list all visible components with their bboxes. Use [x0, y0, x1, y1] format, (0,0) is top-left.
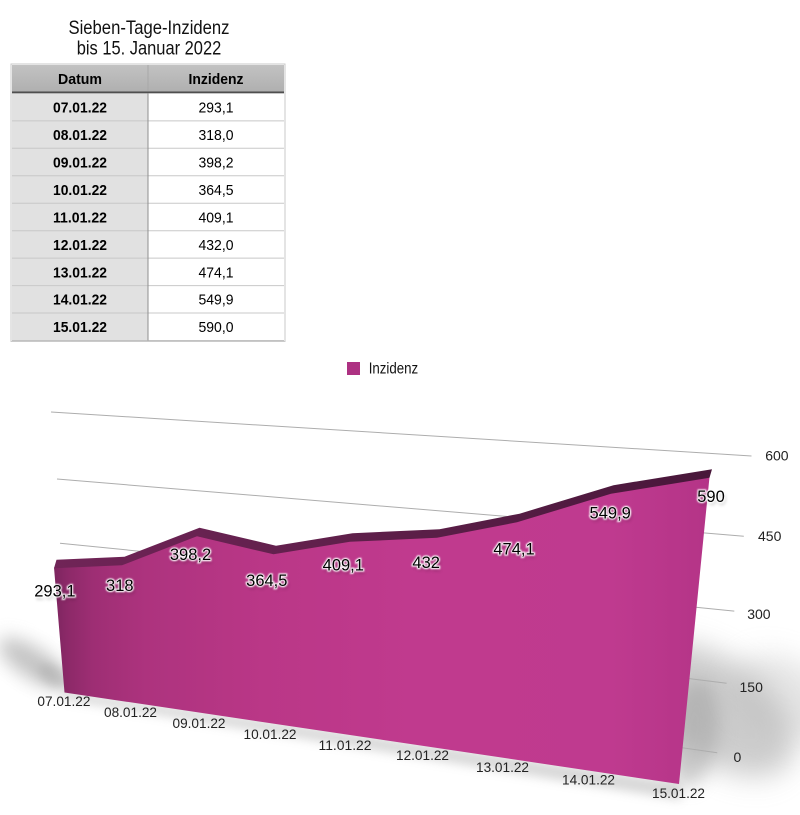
svg-text:474,1: 474,1 — [199, 264, 234, 281]
svg-text:293,1: 293,1 — [34, 582, 75, 600]
svg-text:bis 15. Januar 2022: bis 15. Januar 2022 — [77, 39, 222, 60]
svg-text:09.01.22: 09.01.22 — [173, 715, 226, 731]
svg-text:293,1: 293,1 — [36, 585, 77, 603]
svg-text:590: 590 — [697, 488, 725, 506]
svg-text:409,1: 409,1 — [324, 559, 365, 577]
svg-text:600: 600 — [765, 448, 789, 464]
svg-text:364,5: 364,5 — [246, 572, 287, 590]
svg-text:409,1: 409,1 — [323, 556, 364, 574]
svg-text:11.01.22: 11.01.22 — [53, 209, 107, 226]
svg-text:Datum: Datum — [58, 71, 102, 88]
svg-text:150: 150 — [740, 679, 764, 695]
svg-text:293,1: 293,1 — [199, 100, 234, 117]
svg-text:13.01.22: 13.01.22 — [53, 264, 107, 281]
svg-text:Inzidenz: Inzidenz — [369, 360, 419, 377]
svg-text:432,0: 432,0 — [199, 237, 234, 254]
svg-text:549,9: 549,9 — [199, 292, 234, 309]
svg-text:14.01.22: 14.01.22 — [562, 772, 615, 788]
svg-text:12.01.22: 12.01.22 — [396, 747, 449, 763]
svg-text:15.01.22: 15.01.22 — [53, 319, 107, 336]
svg-text:11.01.22: 11.01.22 — [319, 737, 372, 753]
svg-text:09.01.22: 09.01.22 — [53, 154, 107, 171]
svg-text:13.01.22: 13.01.22 — [476, 759, 529, 775]
svg-text:300: 300 — [747, 606, 771, 622]
svg-text:409,1: 409,1 — [323, 556, 364, 574]
svg-text:398,2: 398,2 — [199, 154, 234, 171]
svg-text:432: 432 — [412, 554, 440, 572]
svg-text:398,2: 398,2 — [171, 549, 212, 567]
svg-text:474,1: 474,1 — [495, 544, 536, 562]
svg-text:12.01.22: 12.01.22 — [53, 237, 107, 254]
svg-text:15.01.22: 15.01.22 — [652, 785, 705, 801]
svg-text:Sieben-Tage-Inzidenz: Sieben-Tage-Inzidenz — [69, 18, 230, 39]
svg-text:450: 450 — [758, 528, 782, 544]
svg-text:08.01.22: 08.01.22 — [53, 127, 107, 144]
svg-text:10.01.22: 10.01.22 — [244, 726, 297, 742]
svg-text:07.01.22: 07.01.22 — [53, 100, 107, 117]
svg-text:364,5: 364,5 — [248, 575, 289, 593]
svg-text:318: 318 — [106, 577, 134, 595]
svg-text:549,9: 549,9 — [591, 508, 632, 526]
svg-text:590: 590 — [699, 491, 727, 509]
svg-text:398,2: 398,2 — [170, 546, 211, 564]
svg-text:293,1: 293,1 — [34, 582, 75, 600]
svg-text:549,9: 549,9 — [590, 505, 631, 523]
svg-text:14.01.22: 14.01.22 — [53, 292, 107, 309]
svg-text:318,0: 318,0 — [199, 127, 234, 144]
svg-text:318: 318 — [106, 577, 134, 595]
svg-text:0: 0 — [734, 749, 742, 765]
svg-text:318: 318 — [108, 580, 136, 598]
svg-text:Inzidenz: Inzidenz — [189, 71, 244, 88]
svg-text:08.01.22: 08.01.22 — [104, 704, 157, 720]
svg-text:474,1: 474,1 — [493, 541, 534, 559]
svg-text:07.01.22: 07.01.22 — [37, 693, 90, 709]
svg-text:549,9: 549,9 — [590, 505, 631, 523]
svg-text:398,2: 398,2 — [170, 546, 211, 564]
svg-text:590: 590 — [697, 488, 725, 506]
svg-text:432: 432 — [414, 557, 442, 575]
svg-text:364,5: 364,5 — [199, 182, 234, 199]
svg-text:432: 432 — [412, 554, 440, 572]
svg-text:10.01.22: 10.01.22 — [53, 182, 107, 199]
svg-text:364,5: 364,5 — [246, 572, 287, 590]
svg-text:590,0: 590,0 — [199, 319, 234, 336]
svg-text:409,1: 409,1 — [199, 209, 234, 226]
svg-text:474,1: 474,1 — [493, 541, 534, 559]
